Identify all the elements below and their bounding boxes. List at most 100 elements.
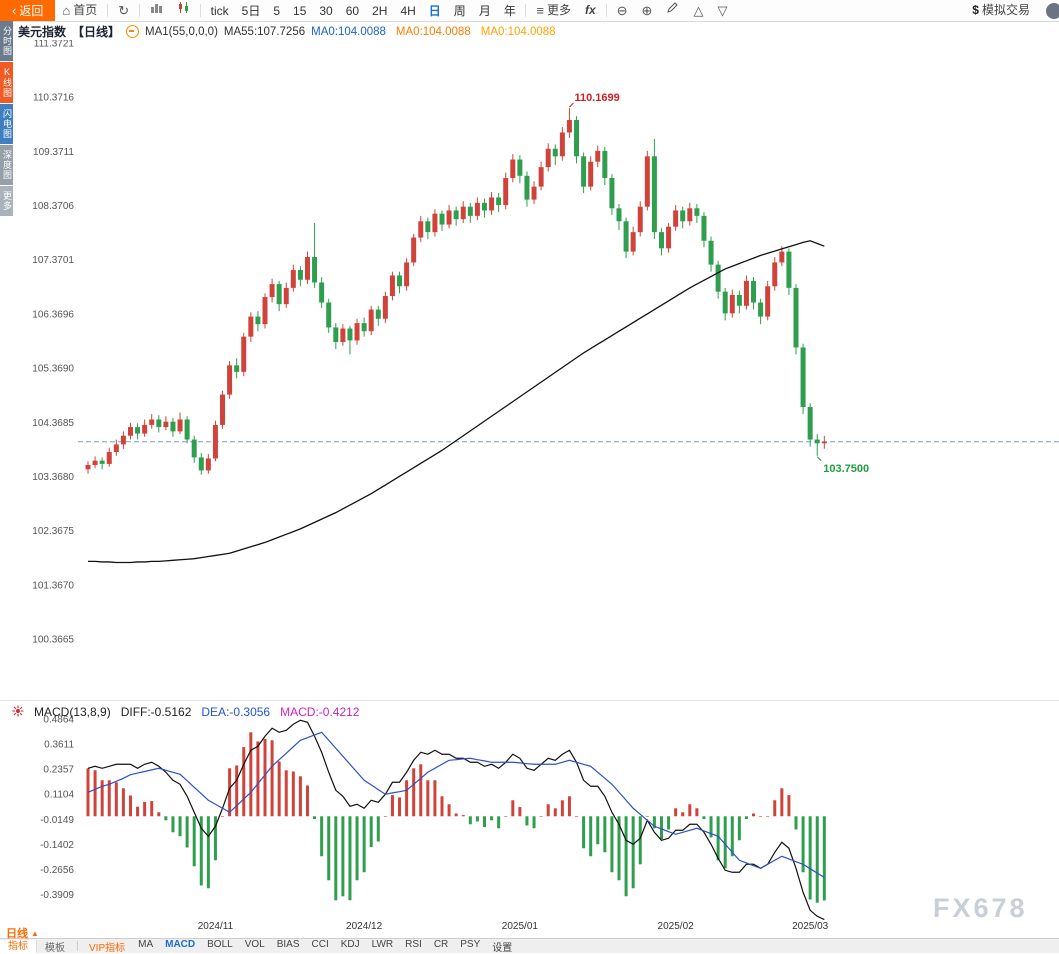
period-selector-label: 日线 (6, 928, 28, 940)
y-axis-label: 107.3701 (32, 255, 74, 266)
sell-marker-button[interactable]: ▽ (710, 0, 734, 21)
macd-histogram (86, 732, 826, 903)
toolbar-separator (139, 4, 141, 17)
pencil-icon (666, 0, 679, 21)
left-tab-3[interactable]: 闪电图 (0, 104, 13, 144)
vip-indicators-button[interactable]: VIP指标 (89, 942, 126, 954)
timeframe-日[interactable]: 日 (428, 4, 441, 18)
period-selector-button[interactable]: 日线 ▲ (6, 925, 39, 941)
fx-tools-button[interactable]: fx (584, 3, 596, 17)
candlestick-chart-type-button[interactable] (170, 0, 197, 21)
indicator-BIAS[interactable]: BIAS (276, 938, 300, 950)
buy-marker-button[interactable]: △ (686, 0, 710, 21)
macd-axis-label: -0.1402 (40, 840, 74, 851)
home-label: 首页 (73, 3, 98, 17)
refresh-button[interactable]: ↻ (111, 0, 136, 21)
macd-axis-label: -0.0149 (40, 815, 74, 826)
indicator-MA[interactable]: MA (138, 938, 154, 950)
x-axis-label: 2025/03 (792, 921, 829, 932)
macd-chart[interactable]: 0.4864 0.3611 0.2357 0.1104 -0.0149 -0.1402 -0… (0, 700, 1059, 938)
triangle-up-icon: △ (693, 3, 704, 18)
back-button[interactable]: ‹ 返回 (0, 0, 56, 21)
indicator-设置[interactable]: 设置 (492, 942, 513, 954)
zoom-out-icon: ⊖ (616, 3, 628, 18)
sim-trade-button[interactable]: $ 模拟交易 (965, 0, 1037, 21)
account-icon[interactable] (1046, 2, 1059, 19)
left-tab-5[interactable]: 更多 (0, 186, 13, 216)
symbol-name: 美元指数 (18, 25, 67, 39)
period-tag: 【日线】 (72, 25, 121, 39)
left-tab-4[interactable]: 深度图 (0, 145, 13, 185)
macd-axis-label: 0.1104 (44, 790, 74, 801)
main-chart[interactable]: 111.3721 110.3716 109.3711 108.3706 107.3701… (0, 40, 1059, 700)
menu-icon: ≡ (536, 3, 544, 18)
ma0-value-label: MA0:104.0088 (311, 25, 386, 38)
tab-indicators[interactable]: 指标 (0, 939, 37, 953)
timeframe-30[interactable]: 30 (319, 3, 333, 18)
y-axis-label: 108.3706 (32, 201, 74, 212)
y-axis-label: 111.3721 (34, 40, 75, 50)
indicator-VOL[interactable]: VOL (244, 938, 265, 950)
indicator-PSY[interactable]: PSY (460, 938, 481, 950)
left-tab-1[interactable]: 分时图 (0, 21, 13, 61)
zoom-out-button[interactable]: ⊖ (610, 0, 635, 21)
low-marker (816, 456, 822, 462)
watermark: FX678 (933, 893, 1028, 923)
timeframe-15[interactable]: 15 (293, 3, 307, 18)
ma-settings-label: MA1(55,0,0,0) (145, 25, 218, 38)
indicator-CR[interactable]: CR (433, 938, 449, 950)
macd-axis-label: 0.4864 (43, 715, 74, 726)
home-button[interactable]: ⌂ 首页 (55, 0, 104, 21)
x-axis-label: 2025/02 (658, 921, 695, 932)
macd-diff-label: DIFF:-0.5162 (120, 704, 192, 719)
timeframe-2H[interactable]: 2H (372, 3, 388, 18)
indicator-RSI[interactable]: RSI (405, 938, 422, 950)
indicator-MACD[interactable]: MACD (165, 938, 196, 950)
back-label: 返回 (19, 4, 44, 18)
toolbar-separator (200, 4, 202, 17)
tab-templates[interactable]: 模板 (45, 942, 65, 954)
toolbar-separator (525, 4, 527, 17)
draw-tool-button[interactable] (659, 0, 686, 21)
timeframe-tick[interactable]: tick (210, 3, 229, 18)
indicator-KDJ[interactable]: KDJ (340, 938, 360, 950)
indicator-menu-icon[interactable] (12, 705, 24, 720)
ma55-value-label: MA55:107.7256 (223, 25, 306, 38)
high-marker (569, 102, 574, 108)
timeframe-年[interactable]: 年 (503, 4, 516, 18)
y-axis-label: 104.3685 (32, 418, 74, 429)
column-chart-type-button[interactable] (143, 0, 170, 21)
y-axis-label: 102.3675 (32, 526, 74, 537)
macd-axis-label: 0.2357 (43, 765, 74, 776)
ma0-value-label: MA0:104.0088 (480, 25, 556, 38)
chart-header: 美元指数 【日线】 MA1(55,0,0,0) MA55:107.7256 MA0… (18, 23, 556, 40)
candles-layer (85, 108, 827, 475)
x-axis-label: 2024/11 (198, 921, 234, 932)
timeframe-5日[interactable]: 5日 (241, 4, 261, 18)
indicator-settings-icon[interactable] (126, 25, 140, 38)
y-axis-label: 109.3711 (33, 147, 74, 158)
more-label: 更多 (546, 3, 571, 17)
indicator-CCI[interactable]: CCI (311, 938, 329, 950)
timeframe-周[interactable]: 周 (453, 4, 466, 18)
left-chart-type-strip: 分时图 K线图 闪电图 深度图 更多 (0, 21, 13, 217)
y-axis-label: 100.3665 (32, 635, 74, 646)
refresh-icon: ↻ (118, 3, 130, 18)
top-toolbar: ‹ 返回 ⌂ 首页 ↻ tick 5日 5 15 30 60 2H 4H 日周月年 ≡ 更多 fx… (0, 0, 1059, 22)
y-axis-label: 103.3680 (32, 472, 74, 483)
left-tab-2[interactable]: K线图 (0, 62, 13, 103)
more-button[interactable]: ≡ 更多 (529, 0, 578, 21)
sim-trade-label: 模拟交易 (981, 3, 1030, 17)
y-axis-label: 101.3670 (32, 580, 74, 591)
timeframe-月[interactable]: 月 (478, 4, 491, 18)
triangle-down-icon: ▽ (717, 3, 728, 18)
macd-value-label: MACD:-0.4212 (280, 704, 360, 719)
indicator-BOLL[interactable]: BOLL (207, 938, 233, 950)
timeframe-4H[interactable]: 4H (400, 3, 416, 18)
indicator-LWR[interactable]: LWR (371, 938, 394, 950)
zoom-in-button[interactable]: ⊕ (635, 0, 660, 21)
timeframe-5[interactable]: 5 (273, 3, 281, 18)
timeframe-60[interactable]: 60 (345, 3, 360, 18)
macd-dea-label: DEA:-0.3056 (201, 704, 271, 719)
indicator-list: MA MACD BOLL VOL BIAS CCI KDJ LWR RSI CR PSY 设置 (132, 939, 518, 954)
